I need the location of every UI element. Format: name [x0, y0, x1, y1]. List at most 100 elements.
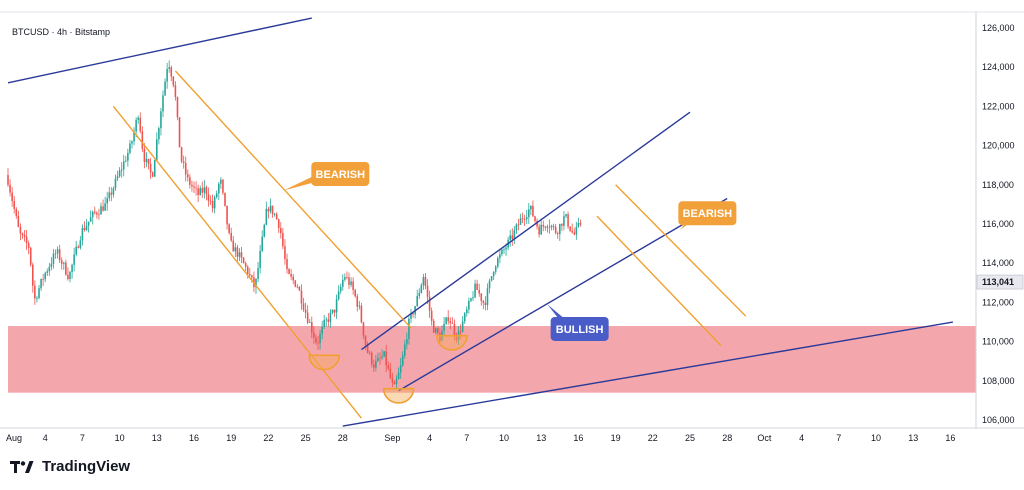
candle-body	[286, 258, 288, 270]
candle-body	[251, 275, 253, 278]
y-tick-label: 120,000	[982, 141, 1015, 151]
candle-body	[399, 365, 402, 373]
candle-body	[129, 143, 131, 153]
candle-body	[193, 186, 195, 188]
candle-body	[38, 288, 40, 298]
candle-body	[321, 326, 323, 334]
candle-body	[476, 283, 478, 290]
candle-body	[490, 276, 493, 281]
x-tick-label: 13	[908, 433, 918, 443]
candle-body	[42, 278, 44, 280]
candle-body	[25, 236, 28, 244]
candle-body	[67, 274, 69, 279]
candle-body	[226, 205, 228, 225]
candle-body	[13, 201, 15, 209]
candle-body	[352, 281, 354, 290]
candle-body	[180, 147, 183, 162]
candle-body	[170, 67, 173, 77]
candle-body	[354, 289, 356, 297]
y-tick-label: 124,000	[982, 62, 1015, 72]
y-tick-label: 116,000	[982, 219, 1014, 229]
candle-body	[178, 117, 181, 148]
candle-body	[525, 217, 528, 220]
candle-body	[356, 296, 359, 307]
candle-body	[404, 344, 406, 356]
candle-body	[172, 76, 175, 86]
price-chart[interactable]: BEARISH BULLISH BEARISH 106,000 108,000 110,…	[0, 0, 1024, 450]
candle-body	[482, 300, 485, 303]
candle-body	[89, 217, 92, 222]
candle-body	[234, 247, 237, 252]
candle-body	[511, 235, 514, 240]
footer-brand-label[interactable]: TradingView	[42, 458, 131, 475]
candle-body	[377, 357, 379, 361]
candle-body	[426, 285, 429, 297]
x-tick-label: 19	[226, 433, 236, 443]
candle-body	[15, 208, 18, 216]
candle-body	[317, 342, 319, 344]
candle-body	[410, 313, 412, 319]
candle-body	[480, 293, 483, 301]
candle-body	[538, 226, 540, 235]
candle-body	[422, 277, 425, 286]
candle-body	[232, 240, 235, 252]
candle-body	[244, 263, 247, 267]
candle-body	[46, 271, 49, 273]
candle-body	[366, 345, 369, 353]
tradingview-logo-icon[interactable]	[10, 460, 36, 474]
candle-body	[182, 161, 185, 163]
x-tick-label: 22	[263, 433, 273, 443]
candle-body	[75, 246, 77, 255]
x-tick-label: 16	[189, 433, 199, 443]
x-tick-label: 25	[685, 433, 695, 443]
candle-body	[300, 290, 303, 304]
candle-body	[147, 158, 150, 164]
candle-body	[503, 249, 505, 251]
candle-body	[451, 323, 454, 324]
candle-body	[513, 230, 516, 240]
candle-body	[135, 119, 137, 132]
candle-body	[141, 131, 144, 149]
candle-body	[122, 161, 125, 170]
candle-body	[203, 187, 206, 193]
candle-body	[91, 211, 94, 218]
candle-body	[127, 152, 129, 161]
candle-body	[209, 200, 212, 202]
current-price-badge	[976, 274, 1024, 290]
candle-body	[48, 266, 51, 272]
candle-body	[515, 224, 518, 231]
candle-body	[118, 170, 121, 177]
candle-body	[323, 319, 325, 327]
candle-body	[339, 286, 342, 292]
candle-body	[224, 192, 226, 206]
candle-body	[364, 335, 367, 346]
candle-body	[34, 285, 36, 299]
candle-body	[220, 179, 222, 184]
candle-body	[550, 225, 553, 228]
candle-body	[521, 218, 524, 220]
candle-body	[52, 253, 55, 264]
candle-body	[77, 246, 80, 248]
candle-body	[112, 188, 115, 195]
candle-body	[437, 328, 439, 334]
candle-body	[497, 258, 499, 267]
bottom-arc-2	[382, 387, 415, 404]
candle-body	[304, 309, 307, 313]
candle-body	[50, 263, 53, 267]
candle-body	[79, 240, 82, 248]
candle-body	[308, 322, 311, 324]
candle-body	[379, 357, 381, 359]
candle-body	[552, 225, 555, 227]
candle-body	[238, 252, 241, 257]
candle-body	[9, 184, 11, 193]
candle-body	[265, 208, 268, 225]
axes-layer: 106,000 108,000 110,000 112,000 114,000 116,0…	[0, 11, 1024, 443]
y-tick-label: 108,000	[982, 376, 1015, 386]
candle-body	[344, 277, 346, 280]
candle-body	[517, 224, 520, 226]
candle-body	[174, 85, 177, 98]
candle-body	[296, 286, 299, 288]
candle-body	[532, 205, 534, 217]
candle-body	[133, 131, 135, 142]
